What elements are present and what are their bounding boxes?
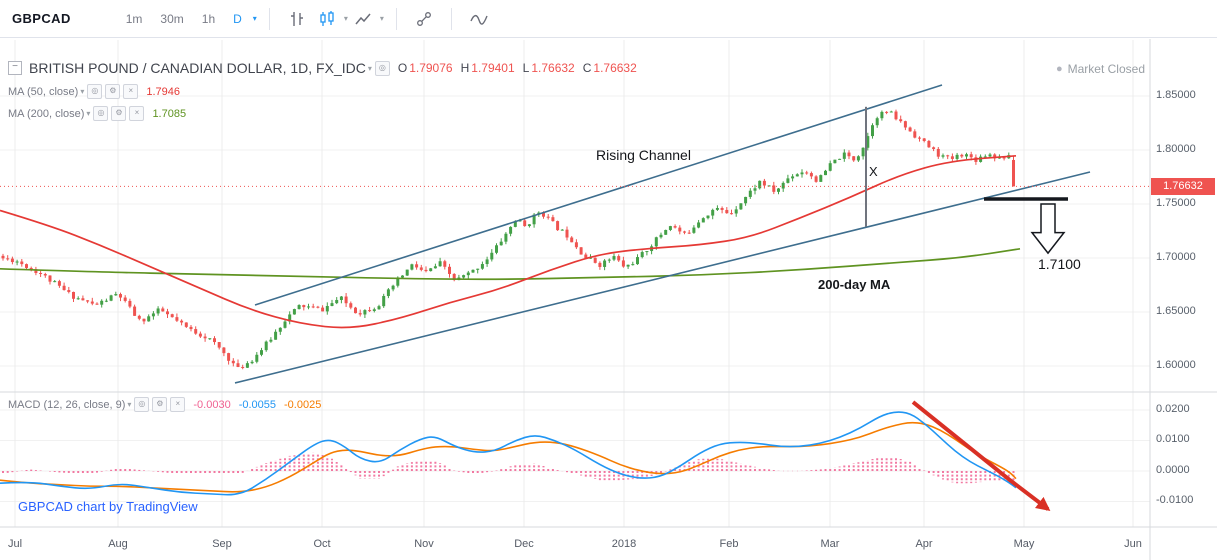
close-icon[interactable]: × — [129, 106, 145, 121]
market-status-row: ● Market Closed — [1056, 62, 1145, 76]
time-axis-label: Jul — [7, 538, 23, 550]
chevron-down-icon[interactable]: ▾ — [80, 87, 85, 96]
chevron-down-icon[interactable]: ▾ — [252, 14, 257, 23]
chevron-down-icon[interactable]: ▾ — [86, 109, 91, 118]
price-axis-label: 1.70000 — [1156, 251, 1196, 263]
main-legend-row: − BRITISH POUND / CANADIAN DOLLAR, 1D, F… — [8, 60, 637, 76]
visibility-icon[interactable]: ◎ — [134, 397, 150, 412]
ma50-legend-row: MA (50, close) ▾ ◎ ⚙ × 1.7946 — [8, 84, 180, 99]
macd-line — [0, 411, 1017, 496]
price-axis-label: 1.65000 — [1156, 305, 1196, 317]
low-value: 1.76632 — [531, 61, 575, 75]
macd-legend-row: MACD (12, 26, close, 9) ▾ ◎ ⚙ × -0.0030 … — [8, 397, 321, 412]
toolbar-separator — [268, 7, 270, 30]
annotation-shapes — [865, 106, 1068, 511]
macd-axis-label: 0.0200 — [1156, 403, 1190, 415]
ma200-label[interactable]: MA (200, close) — [8, 107, 85, 120]
open-value: 1.79076 — [409, 61, 453, 75]
settings-icon[interactable]: ⚙ — [111, 106, 127, 121]
chart-legend-title[interactable]: BRITISH POUND / CANADIAN DOLLAR, 1D, FX_… — [29, 60, 366, 76]
macd-axis-label: 0.0100 — [1156, 433, 1190, 445]
interval-30m-button[interactable]: 30m — [160, 11, 184, 26]
time-axis-label: Nov — [414, 538, 434, 550]
price-axis-label: 1.80000 — [1156, 143, 1196, 155]
price-axis-label: 1.60000 — [1156, 359, 1196, 371]
macd-label[interactable]: MACD (12, 26, close, 9) — [8, 398, 126, 411]
area-chart-icon[interactable] — [351, 7, 375, 31]
settings-icon[interactable]: ⚙ — [152, 397, 168, 412]
visibility-icon[interactable]: ◎ — [87, 84, 103, 99]
open-label: O — [397, 61, 408, 75]
time-axis-label: May — [1013, 538, 1035, 550]
time-axis-label: Feb — [719, 538, 739, 550]
line-tools-icon[interactable] — [467, 7, 491, 31]
collapse-panel-icon[interactable]: − — [8, 61, 22, 75]
chevron-down-icon[interactable]: ▾ — [343, 14, 348, 23]
settings-icon[interactable]: ⚙ — [105, 84, 121, 99]
target-price-label[interactable]: 1.7100 — [1038, 256, 1081, 272]
ma200-legend-row: MA (200, close) ▾ ◎ ⚙ × 1.7085 — [8, 106, 186, 121]
time-axis-label: Oct — [313, 538, 331, 550]
ma200-value: 1.7085 — [152, 107, 187, 120]
market-status: Market Closed — [1067, 62, 1145, 76]
macd-line-value: -0.0055 — [238, 398, 277, 411]
high-label: H — [460, 61, 470, 75]
compare-icon[interactable] — [412, 7, 436, 31]
top-toolbar: GBPCAD 1m 30m 1h D ▾ ▾ ▾ — [0, 0, 1217, 38]
close-icon[interactable]: × — [123, 84, 139, 99]
toolbar-separator — [450, 7, 452, 30]
macd-signal-value: -0.0025 — [284, 398, 322, 411]
ma200-annotation-label[interactable]: 200-day MA — [818, 277, 891, 292]
x-marker-label[interactable]: X — [869, 164, 878, 179]
time-axis-label: Sep — [212, 538, 232, 550]
close-icon[interactable]: × — [170, 397, 186, 412]
time-axis-label: Jun — [1124, 538, 1142, 550]
macd-signal-line — [0, 421, 1017, 493]
interval-1h-button[interactable]: 1h — [201, 11, 216, 26]
time-axis-label: Apr — [915, 538, 933, 550]
visibility-icon[interactable]: ◎ — [93, 106, 109, 121]
high-value: 1.79401 — [471, 61, 515, 75]
toolbar-separator — [395, 7, 397, 30]
rising-channel-lines — [234, 84, 1091, 384]
low-label: L — [522, 61, 530, 75]
close-label: C — [582, 61, 592, 75]
market-status-dot-icon: ● — [1055, 63, 1063, 75]
time-axis-label: Aug — [108, 538, 128, 550]
last-price-tag: 1.76632 — [1151, 178, 1215, 195]
candlestick-style-icon[interactable] — [315, 7, 339, 31]
time-axis-label: Dec — [514, 538, 534, 550]
ma200-line — [0, 247, 1021, 281]
macd-axis-label: -0.0100 — [1156, 494, 1194, 506]
chevron-down-icon[interactable]: ▾ — [379, 14, 384, 23]
macd-histogram-value: -0.0030 — [193, 398, 231, 411]
ma50-label[interactable]: MA (50, close) — [8, 85, 79, 98]
ma50-line — [0, 154, 1017, 329]
chevron-down-icon[interactable]: ▾ — [367, 63, 372, 73]
time-axis-label: 2018 — [611, 538, 637, 550]
price-axis-label: 1.75000 — [1156, 197, 1196, 209]
tradingview-attribution-link[interactable]: GBPCAD chart by TradingView — [18, 499, 198, 514]
interval-1m-button[interactable]: 1m — [125, 11, 143, 26]
chevron-down-icon[interactable]: ▾ — [127, 400, 132, 409]
ma50-value: 1.7946 — [146, 85, 180, 98]
time-axis-label: Mar — [820, 538, 840, 550]
macd-histogram — [2, 452, 1015, 484]
macd-axis-label: 0.0000 — [1156, 464, 1190, 476]
close-value: 1.76632 — [593, 61, 637, 75]
candles-layer — [1, 109, 1015, 370]
symbol-name[interactable]: GBPCAD — [12, 11, 71, 26]
rising-channel-label[interactable]: Rising Channel — [596, 147, 691, 163]
panel-borders — [0, 39, 1217, 560]
price-axis-label: 1.85000 — [1156, 89, 1196, 101]
visibility-icon[interactable]: ◎ — [374, 60, 390, 76]
bar-chart-icon[interactable] — [285, 7, 309, 31]
interval-daily-button[interactable]: D — [233, 11, 242, 26]
